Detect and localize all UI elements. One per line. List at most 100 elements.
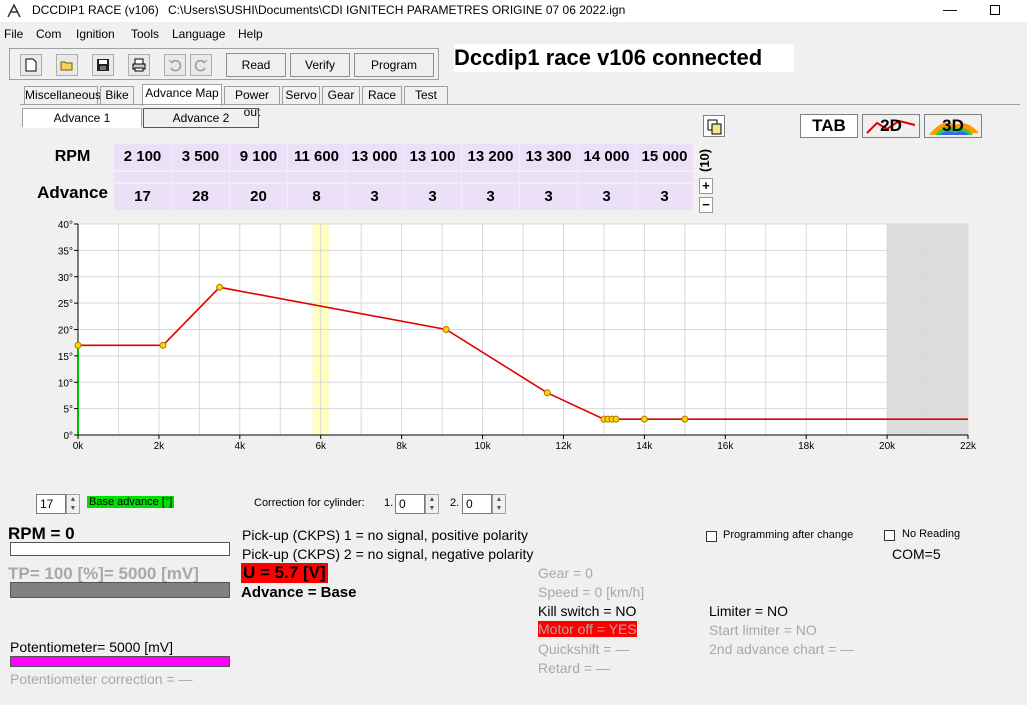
- tab-test[interactable]: Test: [404, 86, 448, 104]
- advance-cell[interactable]: 3: [520, 184, 577, 210]
- x-tick-label: 22k: [960, 441, 977, 452]
- view-tab-button[interactable]: TAB: [800, 114, 858, 138]
- minimize-button[interactable]: —: [943, 1, 957, 17]
- maximize-icon: [990, 5, 1000, 15]
- menu-ignition[interactable]: Ignition: [76, 27, 115, 41]
- advance-cell[interactable]: 17: [114, 184, 171, 210]
- y-tick-label: 40°: [58, 220, 73, 231]
- x-tick-label: 6k: [315, 441, 327, 452]
- x-tick-label: 8k: [396, 441, 408, 452]
- copy-icon: [707, 119, 722, 135]
- potentiometer-bar: [10, 656, 230, 667]
- x-tick-label: 18k: [798, 441, 815, 452]
- no-reading-checkbox[interactable]: [884, 530, 895, 541]
- save-file-button[interactable]: [92, 54, 114, 76]
- copy-table-button[interactable]: [703, 115, 725, 137]
- menu-language[interactable]: Language: [172, 27, 226, 41]
- menu-com[interactable]: Com: [36, 27, 62, 41]
- cylinder-2-spinner[interactable]: ▲ ▼: [492, 494, 506, 514]
- advance-cell[interactable]: 3: [462, 184, 519, 210]
- base-advance-spinner[interactable]: ▲ ▼: [66, 494, 80, 514]
- menu-file[interactable]: File: [4, 27, 24, 41]
- redo-icon: [194, 59, 208, 72]
- tab-advance-map[interactable]: Advance Map: [142, 84, 222, 106]
- spacer-cell: [462, 172, 519, 182]
- rpm-cell[interactable]: 13 100: [404, 144, 461, 170]
- pickup-2-status: Pick-up (CKPS) 2 = no signal, negative p…: [242, 546, 534, 562]
- view-3d-button[interactable]: 3D: [924, 114, 982, 138]
- tab-miscellaneous[interactable]: Miscellaneous: [24, 86, 102, 104]
- menu-tools[interactable]: Tools: [131, 27, 160, 41]
- tab-servo[interactable]: Servo: [282, 86, 320, 104]
- maximize-button[interactable]: [975, 0, 1015, 22]
- spin-down-icon: ▼: [69, 505, 77, 512]
- advance-cell[interactable]: 20: [230, 184, 287, 210]
- tab-gear[interactable]: Gear: [322, 86, 360, 104]
- throttle-position-readout: TP= 100 [%]= 5000 [mV]: [8, 564, 199, 583]
- base-advance-label: Base advance [°]: [87, 496, 175, 508]
- advance-cell[interactable]: 8: [288, 184, 345, 210]
- data-point-marker: [159, 341, 167, 349]
- data-point-marker: [612, 415, 620, 423]
- spacer-cell: [288, 172, 345, 182]
- y-tick-label: 5°: [63, 405, 73, 416]
- subtab-advance-1[interactable]: Advance 1: [22, 108, 142, 128]
- programming-after-change-label: Programming after change: [723, 529, 854, 541]
- advance-cell[interactable]: 3: [346, 184, 403, 210]
- verify-button[interactable]: Verify: [290, 53, 350, 77]
- advance-chart[interactable]: 0° 5° 10° 15° 20° 25° 30° 35° 40° 0k 2k 4k 6k 8k 10k 12…: [30, 212, 980, 462]
- y-tick-label: 0°: [63, 431, 73, 442]
- rpm-cell[interactable]: 15 000: [636, 144, 693, 170]
- menu-help[interactable]: Help: [238, 27, 263, 41]
- remove-column-button[interactable]: −: [699, 197, 713, 213]
- app-icon: [7, 3, 21, 18]
- tab-bike[interactable]: Bike: [100, 86, 134, 104]
- 2d-graph-icon: [866, 119, 916, 134]
- x-tick-label: 4k: [235, 441, 247, 452]
- undo-button[interactable]: [164, 54, 186, 76]
- start-limiter-readout: Start limiter = NO: [709, 622, 817, 638]
- x-tick-label: 10k: [474, 441, 491, 452]
- spin-down-icon: ▼: [495, 505, 503, 512]
- rpm-cell[interactable]: 14 000: [578, 144, 635, 170]
- programming-after-change-checkbox[interactable]: [706, 531, 717, 542]
- redo-button[interactable]: [190, 54, 212, 76]
- pickup-1-status: Pick-up (CKPS) 1 = no signal, positive p…: [242, 527, 528, 543]
- rpm-cell[interactable]: 3 500: [172, 144, 229, 170]
- rpm-cell[interactable]: 13 200: [462, 144, 519, 170]
- program-button[interactable]: Program: [354, 53, 434, 77]
- rpm-cell[interactable]: 9 100: [230, 144, 287, 170]
- title-bar: DCCDIP1 RACE (v106) C:\Users\SUSHI\Docum…: [0, 0, 1027, 22]
- potentiometer-readout: Potentiometer= 5000 [mV]: [10, 639, 174, 655]
- spacer-cell: [172, 172, 229, 182]
- base-advance-input[interactable]: 17: [36, 494, 66, 514]
- read-button[interactable]: Read: [226, 53, 286, 77]
- rpm-cell[interactable]: 2 100: [114, 144, 171, 170]
- rpm-cell[interactable]: 11 600: [288, 144, 345, 170]
- cylinder-1-input[interactable]: 0: [395, 494, 425, 514]
- y-tick-label: 25°: [58, 299, 73, 310]
- advance-cell[interactable]: 28: [172, 184, 229, 210]
- cylinder-1-spinner[interactable]: ▲ ▼: [425, 494, 439, 514]
- advance-cell[interactable]: 3: [404, 184, 461, 210]
- x-tick-label: 20k: [879, 441, 896, 452]
- tab-race[interactable]: Race: [362, 86, 402, 104]
- tab-power-out[interactable]: Power out: [224, 86, 280, 119]
- spacer-cell: [230, 172, 287, 182]
- print-button[interactable]: [128, 54, 150, 76]
- rpm-cell[interactable]: 13 000: [346, 144, 403, 170]
- open-file-button[interactable]: [56, 54, 78, 76]
- advance-cell[interactable]: 3: [578, 184, 635, 210]
- new-file-button[interactable]: [20, 54, 42, 76]
- view-2d-button[interactable]: 2D: [862, 114, 920, 138]
- cylinder-1-label: 1.: [384, 497, 394, 509]
- advance-cell[interactable]: 3: [636, 184, 693, 210]
- advance-mode-readout: Advance = Base: [241, 584, 357, 601]
- subtab-advance-2[interactable]: Advance 2: [143, 108, 259, 128]
- no-reading-label: No Reading: [902, 528, 961, 540]
- rpm-cell[interactable]: 13 300: [520, 144, 577, 170]
- spacer-cell: [636, 172, 693, 182]
- cylinder-2-input[interactable]: 0: [462, 494, 492, 514]
- x-tick-label: 2k: [154, 441, 166, 452]
- add-column-button[interactable]: +: [699, 178, 713, 194]
